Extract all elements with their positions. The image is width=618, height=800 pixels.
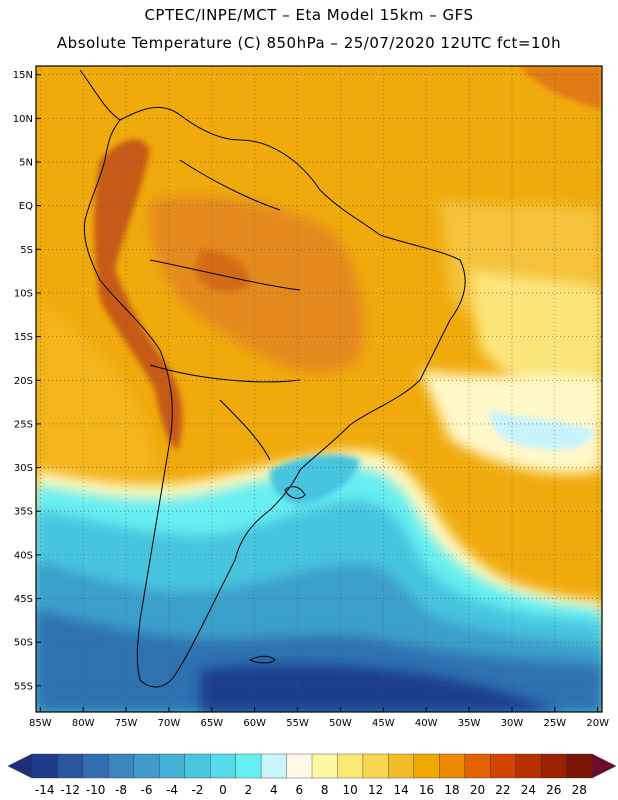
colorbar-swatch <box>82 753 109 779</box>
south-america-coast <box>83 106 466 688</box>
colorbar-swatch <box>286 753 313 779</box>
colorbar-swatch <box>159 753 186 779</box>
chart-title-line1: CPTEC/INPE/MCT – Eta Model 15km – GFS <box>144 6 474 24</box>
lon-tick-label: 65W <box>200 718 223 729</box>
colorbar-swatch <box>209 753 237 779</box>
colorbar-label: 0 <box>219 783 227 797</box>
lat-tick-label: 25S <box>14 419 33 430</box>
field-andes-hot <box>94 139 183 450</box>
colorbar-high-extend <box>591 753 617 779</box>
lon-tick-label: 55W <box>286 718 309 729</box>
lat-tick-label: 45S <box>14 594 33 605</box>
lat-tick-label: 10S <box>14 288 33 299</box>
lon-tick-label: 30W <box>501 718 524 729</box>
colorbar-low-extend <box>7 753 33 779</box>
colorbar-label: 20 <box>470 783 485 797</box>
border-peru-brazil <box>149 259 301 291</box>
colorbar-swatch <box>388 753 415 779</box>
colorbar-label: 16 <box>419 783 434 797</box>
colorbar-label: 26 <box>546 783 561 797</box>
lon-tick-label: 70W <box>158 718 181 729</box>
colorbar-swatch <box>566 753 593 779</box>
colorbar-label: -14 <box>35 783 55 797</box>
colorbar-label: -8 <box>115 783 127 797</box>
map-frame <box>35 65 603 713</box>
colorbar-label: 22 <box>495 783 510 797</box>
colorbar-label: 4 <box>270 783 278 797</box>
lon-tick-label: 35W <box>458 718 481 729</box>
colorbar-label: -12 <box>60 783 80 797</box>
lat-tick-label: 10N <box>13 114 33 125</box>
colorbar-swatch <box>57 753 84 779</box>
colorbar-swatch <box>184 753 211 779</box>
colorbar-label: 12 <box>368 783 383 797</box>
lat-tick-label: 40S <box>14 550 33 561</box>
central-america-coast <box>79 69 121 121</box>
falklands-outline <box>248 655 276 664</box>
lat-tick-label: 35S <box>14 507 33 518</box>
lon-tick-label: 80W <box>72 718 95 729</box>
border-bolivia <box>149 364 301 383</box>
field-amazon-warm <box>149 196 364 374</box>
colorbar: -14 -12 -10 -8 -6 -4 -2 0 2 4 6 8 10 12 14 16 18 20 22 24 26… <box>7 753 617 797</box>
lat-tick-label: 5S <box>20 245 33 256</box>
border-argentina <box>219 399 271 461</box>
lat-tick-label: 55S <box>14 681 33 692</box>
colorbar-swatch <box>235 753 262 779</box>
colorbar-label: 6 <box>295 783 303 797</box>
lat-tick-label: 50S <box>14 638 33 649</box>
colorbar-swatch <box>362 753 389 779</box>
colorbar-label: -4 <box>166 783 178 797</box>
field-atlantic-cyan-patch <box>490 410 595 450</box>
colorbar-label: 28 <box>572 783 587 797</box>
colorbar-label: 2 <box>245 783 253 797</box>
colorbar-label: 8 <box>321 783 329 797</box>
field-amazon-hot <box>195 250 250 293</box>
colorbar-swatch <box>540 753 568 779</box>
field-pacific-orange <box>36 300 160 480</box>
colorbar-swatch <box>133 753 160 779</box>
colorbar-swatch <box>413 753 440 779</box>
colorbar-label: 24 <box>521 783 536 797</box>
colorbar-label: -2 <box>191 783 203 797</box>
lon-tick-label: 60W <box>243 718 266 729</box>
field-coldest-core <box>200 664 560 712</box>
lat-tick-label: 30S <box>14 463 33 474</box>
colorbar-swatch <box>31 753 58 779</box>
lon-tick-label: 75W <box>115 718 138 729</box>
lat-tick-label: 5N <box>19 158 33 169</box>
field-ne-warm <box>520 66 602 110</box>
lon-tick-label: 50W <box>329 718 352 729</box>
colorbar-swatch <box>439 753 466 779</box>
chart-title-line2: Absolute Temperature (C) 850hPa – 25/07/… <box>56 34 562 52</box>
colorbar-label: -6 <box>141 783 153 797</box>
lagoon-outline <box>284 486 306 499</box>
border-venezuela <box>179 159 281 211</box>
colorbar-swatch <box>108 753 135 779</box>
longitude-labels: 85W 80W 75W 70W 65W 60W 55W 50W 45W 40W 35W 30W 25W 2… <box>29 707 609 729</box>
temperature-field <box>36 66 602 712</box>
colorbar-swatch <box>260 753 288 779</box>
colorbar-label: -10 <box>86 783 106 797</box>
colorbar-label: 10 <box>343 783 358 797</box>
lon-tick-label: 25W <box>544 718 567 729</box>
lon-tick-label: 45W <box>372 718 395 729</box>
colorbar-swatch <box>337 753 364 779</box>
lon-tick-label: 40W <box>415 718 438 729</box>
lat-tick-label: 20S <box>14 376 33 387</box>
lat-tick-label: EQ <box>19 201 33 212</box>
colorbar-label: 14 <box>393 783 408 797</box>
colorbar-label: 18 <box>444 783 459 797</box>
lat-tick-label: 15N <box>13 70 33 81</box>
colorbar-swatch <box>311 753 338 779</box>
colorbar-swatch <box>464 753 491 779</box>
colorbar-swatch <box>515 753 542 779</box>
lon-tick-label: 85W <box>29 718 52 729</box>
colorbar-swatch <box>489 753 517 779</box>
latitude-labels: 15N 10N 5N EQ 5S 10S 15S 20S 25S 30S 35S 40S 45S 50S 5… <box>13 70 41 692</box>
coastlines <box>79 69 466 688</box>
lon-tick-label: 20W <box>586 718 609 729</box>
lat-tick-label: 15S <box>14 332 33 343</box>
